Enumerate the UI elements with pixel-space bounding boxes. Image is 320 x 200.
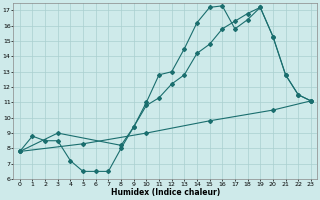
X-axis label: Humidex (Indice chaleur): Humidex (Indice chaleur) [111, 188, 220, 197]
